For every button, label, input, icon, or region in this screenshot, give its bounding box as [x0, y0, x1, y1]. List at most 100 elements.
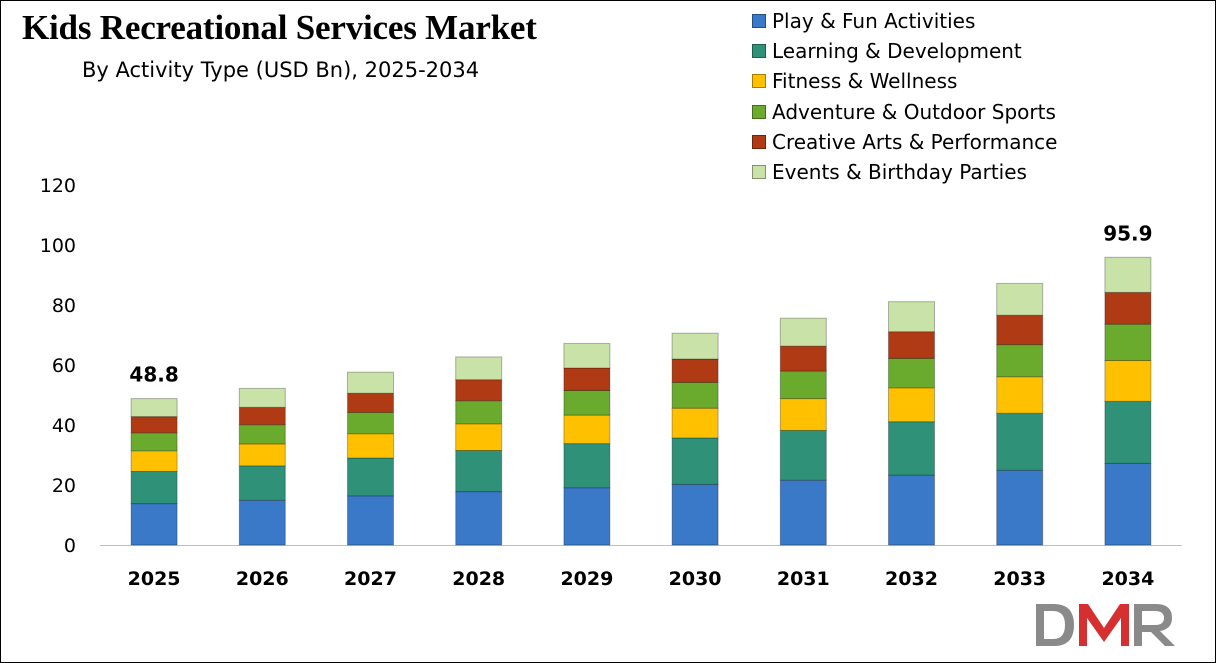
- bar-segment: [1104, 323, 1152, 362]
- bar-segment: [671, 332, 719, 360]
- legend-label: Fitness & Wellness: [772, 69, 958, 94]
- bar-segment: [563, 367, 611, 391]
- bar-segment: [347, 457, 394, 497]
- bar-segment: [996, 282, 1044, 316]
- bars-layer: [130, 256, 1152, 546]
- x-tick-label: 2026: [236, 568, 289, 590]
- legend-swatch: [752, 44, 766, 59]
- bar-segment: [563, 487, 611, 546]
- x-tick-label: 2029: [560, 568, 613, 590]
- x-tick-label: 2033: [993, 568, 1046, 590]
- bar-segment: [130, 398, 178, 418]
- legend-item: Fitness & Wellness: [752, 66, 1057, 96]
- bar-segment: [779, 317, 827, 347]
- legend-swatch: [752, 14, 766, 29]
- bar-segment: [996, 469, 1044, 546]
- legend-swatch: [752, 165, 766, 180]
- bar-segment: [347, 495, 394, 546]
- bar-segment: [347, 392, 394, 413]
- bar-segment: [347, 433, 394, 459]
- bar-segment: [1104, 291, 1152, 325]
- bar-segment: [455, 450, 503, 493]
- x-tick-label: 2031: [777, 568, 830, 590]
- bar-segment: [888, 301, 935, 333]
- x-tick-label: 2032: [885, 568, 938, 590]
- labels-layer: 2025 2026 2027 2028 2029 2030 2031 2032 2033 2034…: [128, 221, 1155, 590]
- bar-segment: [563, 390, 611, 416]
- x-tick-label: 2027: [344, 568, 397, 590]
- chart-subtitle: By Activity Type (USD Bn), 2025-2034: [82, 58, 480, 82]
- legend-item: Events & Birthday Parties: [752, 157, 1057, 187]
- x-tick-label: 2025: [128, 568, 181, 590]
- bar-segment: [888, 474, 935, 546]
- legend-swatch: [752, 74, 766, 89]
- bar-segment: [1104, 400, 1152, 464]
- total-data-label: 95.9: [1103, 221, 1152, 245]
- bar-segment: [455, 356, 503, 381]
- x-tick-label: 2034: [1101, 568, 1154, 590]
- total-data-label: 48.8: [129, 363, 178, 387]
- bar-segment: [455, 400, 503, 425]
- bar-segment: [130, 450, 178, 472]
- bar-segment: [455, 423, 503, 451]
- bar-segment: [671, 381, 719, 409]
- bar-segment: [779, 429, 827, 481]
- legend-label: Events & Birthday Parties: [772, 160, 1027, 185]
- bar-segment: [888, 387, 935, 423]
- legend-label: Creative Arts & Performance: [772, 129, 1058, 154]
- y-tick-label: 60: [52, 355, 76, 377]
- legend-label: Adventure & Outdoor Sports: [772, 99, 1056, 124]
- bar-segment: [563, 414, 611, 445]
- bar-segment: [1104, 256, 1152, 293]
- bar-segment: [996, 376, 1044, 414]
- bar-segment: [779, 479, 827, 546]
- chart-title: Kids Recreational Services Market: [22, 8, 537, 47]
- bar-segment: [238, 387, 286, 408]
- dmr-logo-icon: [1036, 604, 1175, 646]
- bar-segment: [779, 345, 827, 372]
- bar-segment: [996, 314, 1044, 346]
- bar-segment: [130, 503, 178, 546]
- bar-segment: [671, 358, 719, 383]
- x-tick-label: 2030: [669, 568, 722, 590]
- bar-segment: [563, 443, 611, 489]
- bar-segment: [238, 406, 286, 426]
- y-tick-label: 100: [40, 235, 76, 257]
- bar-segment: [347, 371, 394, 394]
- bar-segment: [888, 421, 935, 476]
- chart-legend: Play & Fun Activities Learning & Developm…: [752, 6, 1057, 187]
- bar-segment: [238, 499, 286, 546]
- bar-segment: [779, 370, 827, 400]
- bar-segment: [130, 416, 178, 434]
- y-tick-label: 40: [52, 415, 76, 437]
- y-tick-label: 80: [52, 295, 76, 317]
- bar-segment: [996, 412, 1044, 471]
- bar-segment: [888, 331, 935, 359]
- legend-item: Creative Arts & Performance: [752, 127, 1057, 157]
- bar-segment: [455, 379, 503, 402]
- legend-swatch: [752, 134, 766, 149]
- bar-segment: [238, 465, 286, 501]
- y-tick-label: 20: [52, 475, 76, 497]
- bar-segment: [671, 437, 719, 485]
- bar-segment: [130, 471, 178, 505]
- legend-item: Adventure & Outdoor Sports: [752, 97, 1057, 127]
- bar-segment: [888, 357, 935, 389]
- bar-segment: [238, 443, 286, 467]
- bar-segment: [130, 432, 178, 452]
- y-tick-label: 0: [64, 535, 76, 557]
- legend-label: Play & Fun Activities: [772, 9, 976, 34]
- bar-segment: [1104, 462, 1152, 546]
- bar-segment: [996, 344, 1044, 378]
- legend-swatch: [752, 104, 766, 119]
- bar-segment: [779, 398, 827, 431]
- bar-segment: [238, 424, 286, 445]
- bar-segment: [1104, 360, 1152, 402]
- legend-item: Learning & Development: [752, 36, 1057, 66]
- bar-segment: [671, 407, 719, 439]
- bar-segment: [671, 483, 719, 546]
- axis-layer: 0 20 40 60 80 100 120: [40, 175, 1182, 557]
- bar-segment: [563, 342, 611, 369]
- bar-segment: [455, 491, 503, 546]
